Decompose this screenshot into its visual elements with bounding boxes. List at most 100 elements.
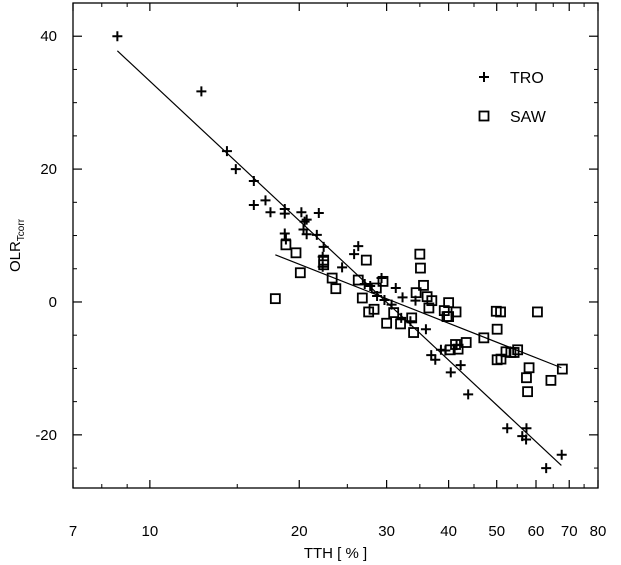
point-tro	[299, 216, 310, 227]
point-saw	[352, 274, 364, 286]
point-saw	[478, 332, 490, 344]
point-tro	[112, 31, 123, 42]
x-tick-label-40: 40	[440, 523, 457, 540]
point-tro	[265, 207, 276, 218]
point-saw	[388, 307, 400, 319]
point-tro	[455, 360, 466, 371]
point-saw	[377, 275, 389, 287]
point-tro	[445, 367, 456, 378]
point-saw	[410, 287, 422, 299]
point-saw	[381, 317, 393, 329]
point-tro	[196, 86, 207, 97]
x-tick-label-60: 60	[528, 523, 545, 540]
point-saw	[426, 295, 438, 307]
point-tro	[390, 283, 401, 294]
fit-line-tro	[116, 50, 562, 466]
y-tick-label-40: 40	[40, 28, 57, 45]
x-tick-label-10: 10	[142, 523, 159, 540]
x-axis-title: TTH [ % ]	[304, 545, 367, 562]
point-saw	[522, 386, 533, 398]
point-tro	[521, 423, 532, 434]
point-saw	[423, 302, 435, 314]
point-tro	[301, 214, 312, 225]
x-tick-label-50: 50	[488, 523, 505, 540]
point-tro	[502, 423, 513, 434]
point-tro	[353, 241, 364, 252]
point-saw	[556, 363, 568, 375]
point-saw	[406, 312, 418, 324]
point-tro	[430, 354, 441, 365]
y-axis-title-sub: Tcorr	[16, 218, 27, 241]
point-tro	[230, 164, 241, 175]
legend: TRO SAW	[478, 70, 547, 126]
series-saw	[269, 239, 568, 398]
point-tro	[463, 389, 474, 400]
point-tro	[521, 434, 532, 445]
point-tro	[420, 324, 431, 335]
point-saw	[512, 344, 524, 356]
y-axis-title: OLRTcorr	[7, 218, 27, 272]
point-saw	[294, 267, 306, 279]
point-saw	[545, 374, 557, 386]
y-axis-title-main: OLR	[7, 241, 24, 272]
point-tro	[248, 176, 259, 187]
point-tro	[279, 208, 290, 219]
point-tro	[365, 281, 376, 292]
point-saw	[360, 254, 372, 266]
point-tro	[311, 229, 322, 240]
y-tick-label-0: 0	[49, 294, 57, 311]
y-tick-label-20: -20	[35, 427, 57, 444]
point-saw	[532, 306, 543, 318]
point-tro	[260, 195, 271, 206]
point-saw	[368, 303, 380, 315]
point-saw	[356, 292, 368, 304]
x-tick-label-7: 7	[69, 523, 77, 540]
point-tro	[301, 229, 312, 240]
legend-marker-tro	[479, 72, 489, 82]
point-saw	[408, 327, 419, 338]
point-saw	[415, 262, 426, 274]
plot-frame	[72, 2, 599, 489]
point-saw	[269, 293, 281, 305]
point-saw	[495, 306, 506, 318]
series-tro	[112, 31, 567, 474]
legend-marker-saw	[478, 110, 490, 122]
y-axis-ticks: -20 0 20 40	[35, 2, 598, 469]
point-tro	[397, 292, 408, 303]
point-saw	[318, 259, 330, 271]
point-tro	[296, 207, 307, 218]
legend-label-tro: TRO	[510, 70, 544, 87]
point-saw	[418, 279, 429, 291]
point-tro	[279, 228, 290, 239]
point-tro	[248, 199, 259, 210]
point-saw	[290, 247, 302, 259]
point-tro	[349, 249, 360, 260]
point-tro	[221, 146, 232, 157]
point-tro	[337, 262, 348, 273]
x-axis-ticks: 7 10 20 30 40 50 60 70 80	[69, 3, 607, 540]
point-saw	[508, 347, 520, 358]
legend-label-saw: SAW	[510, 109, 547, 126]
point-saw	[452, 343, 464, 355]
legend-item-saw	[478, 110, 490, 122]
point-saw	[395, 318, 406, 330]
regression-lines	[116, 50, 562, 466]
point-tro	[541, 463, 552, 474]
point-saw	[370, 282, 382, 294]
point-saw	[450, 306, 462, 318]
x-tick-label-80: 80	[590, 523, 607, 540]
point-saw	[491, 323, 503, 335]
point-saw	[443, 297, 455, 309]
point-saw	[280, 239, 292, 251]
point-saw	[460, 337, 472, 348]
point-saw	[326, 272, 338, 284]
x-tick-label-70: 70	[561, 523, 578, 540]
point-saw	[330, 283, 342, 295]
x-tick-label-30: 30	[378, 523, 395, 540]
point-saw	[523, 362, 535, 374]
point-saw	[521, 372, 532, 384]
data-points	[112, 31, 568, 474]
legend-item-tro	[479, 72, 489, 82]
point-tro	[556, 449, 567, 460]
